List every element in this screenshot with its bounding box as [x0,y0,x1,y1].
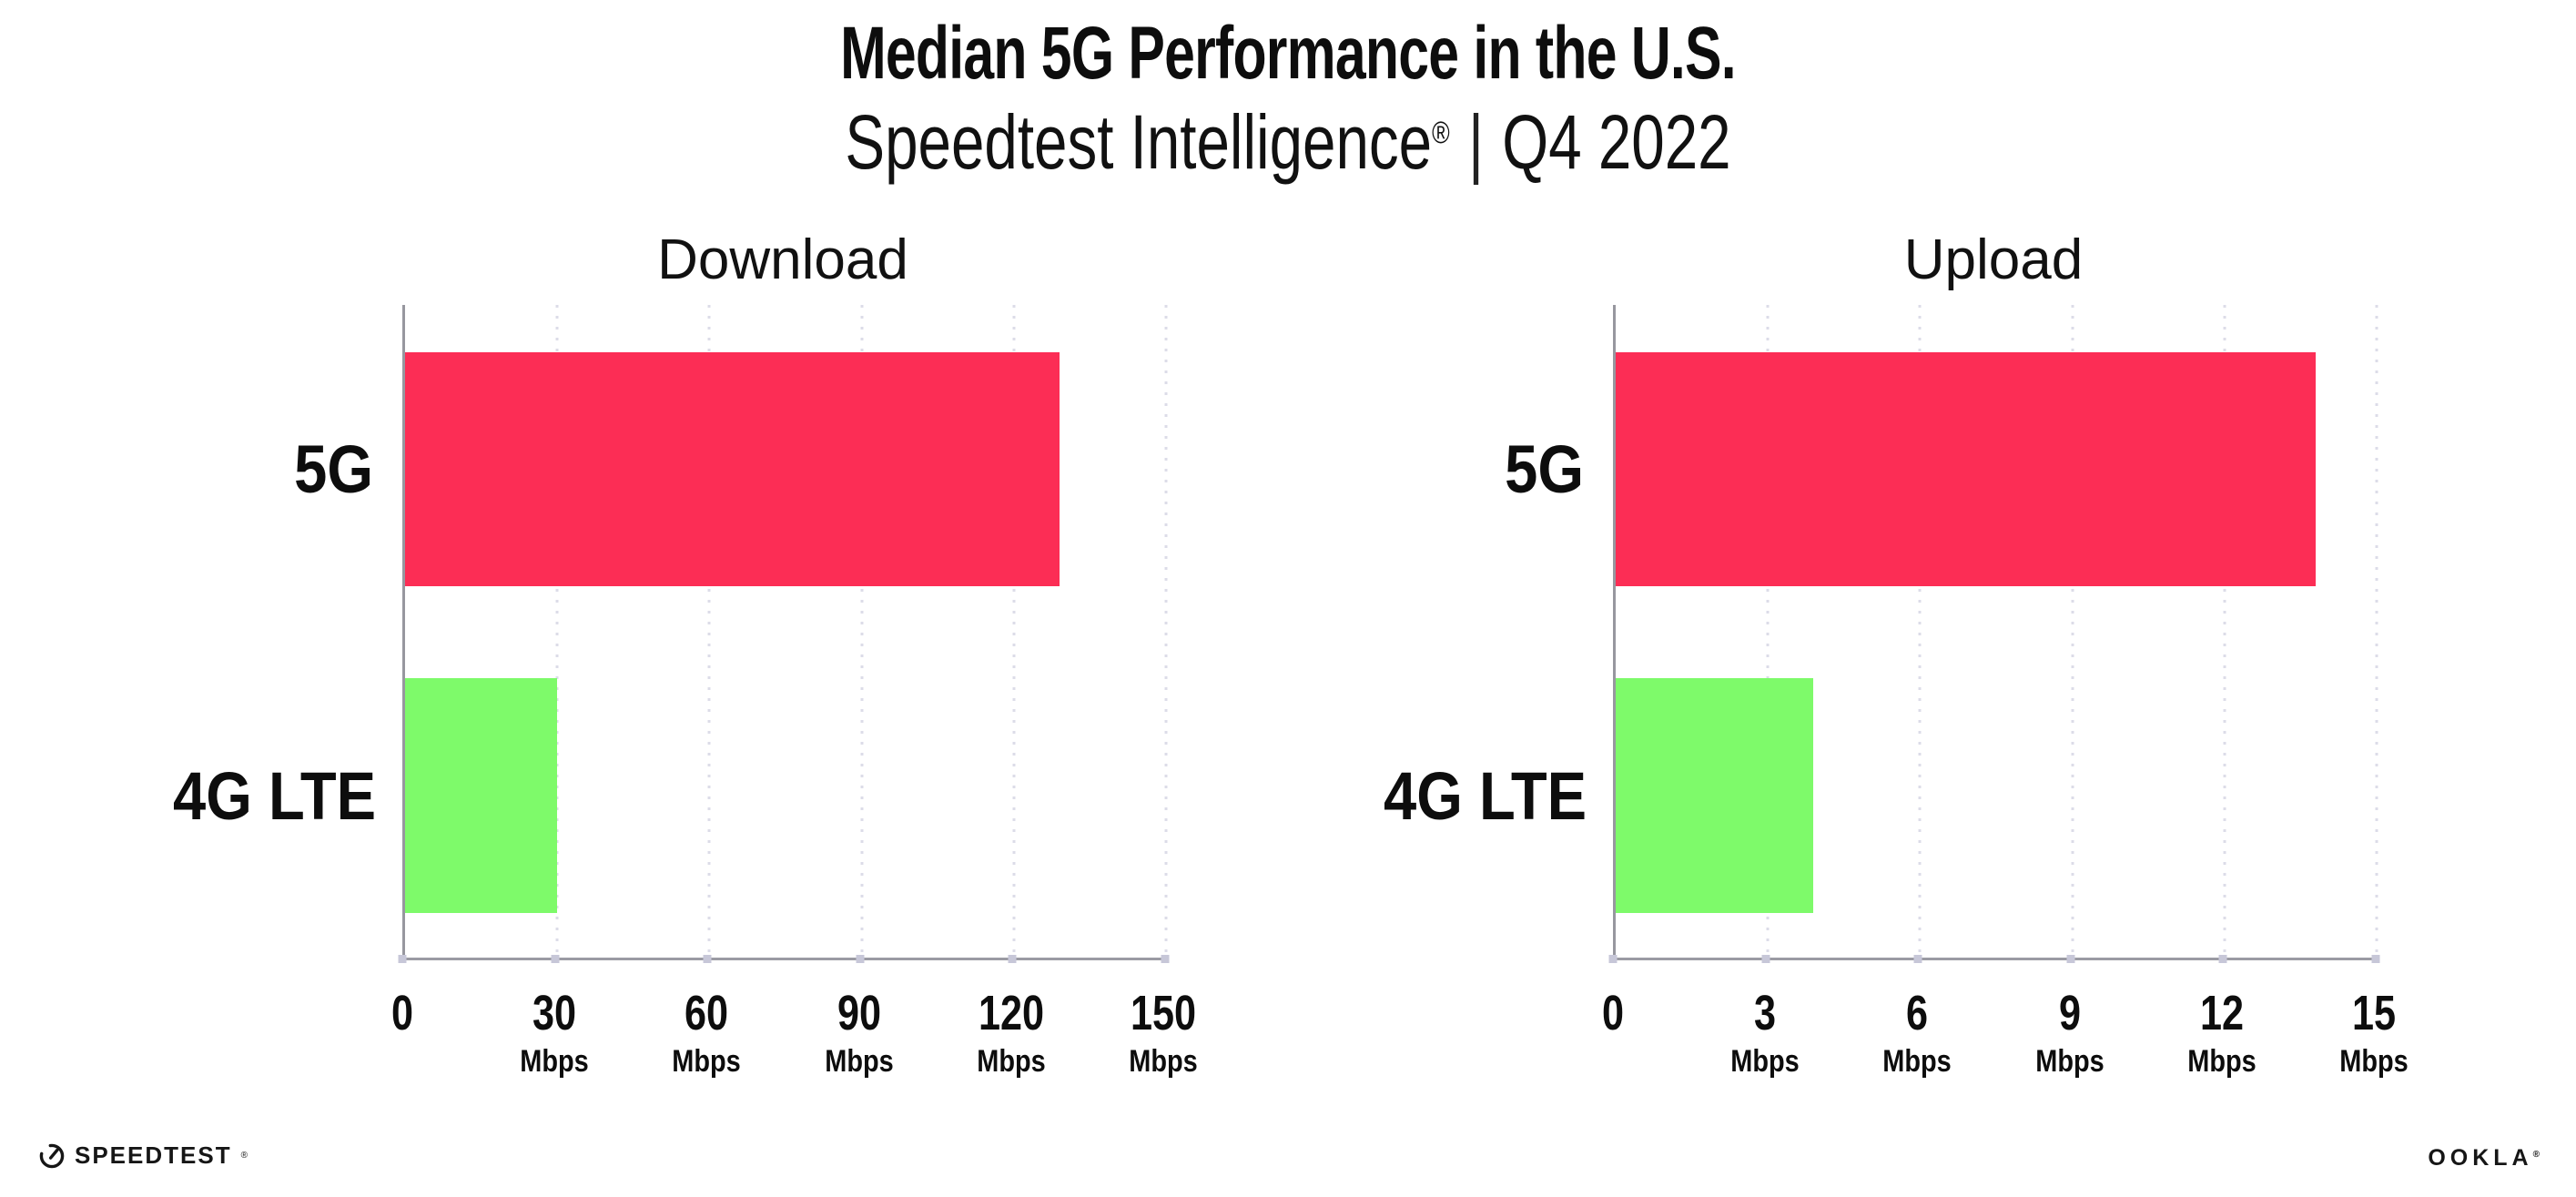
x-tick-label: 120 Mbps [970,987,1052,1080]
tick-unit: Mbps [2034,1044,2104,1079]
tick-mark [2218,955,2227,963]
tick-unit: Mbps [2339,1044,2409,1079]
speedtest-gauge-icon [38,1142,66,1170]
tick-value: 9 [2058,986,2081,1040]
gridline [1918,305,1922,959]
speedtest-wordmark: SPEEDTEST [75,1141,232,1169]
tick-value: 30 [532,986,577,1040]
upload-x-axis-line [1608,955,2380,963]
tick-mark [1008,955,1017,963]
gridline [1766,305,1770,959]
download-plot-area [402,305,1168,959]
tick-value: 6 [1906,986,1929,1040]
page-title: Median 5G Performance in the U.S. [840,12,1737,95]
upload-plot-area [1613,305,2378,959]
upload-x-axis-labels: 0 3 Mbps 6 Mbps 9 Mbps 12 Mbps 15 Mbps [1602,987,2409,1114]
tick-unit: Mbps [1730,1044,1800,1079]
tick-unit: Mbps [824,1044,894,1079]
speedtest-logo: SPEEDTEST ® [38,1141,248,1170]
tick-value: 15 [2351,986,2397,1040]
subtitle-period: Q4 2022 [1502,99,1731,185]
tick-mark [1161,955,1170,963]
x-tick-label: 0 [389,987,416,1040]
download-ylabel-5g: 5G [294,431,373,507]
x-tick-label: 150 Mbps [1122,987,1204,1080]
x-tick-label: 6 Mbps [1877,987,1958,1080]
download-bar-5g [405,351,1060,587]
tick-value: 150 [1130,986,1197,1040]
download-chart-title: Download [657,228,908,291]
gridline [555,305,559,959]
tick-mark [1913,955,1922,963]
gridline [860,305,864,959]
tick-mark [1608,955,1618,963]
gridline [1164,305,1168,959]
download-ylabel-4g-lte: 4G LTE [173,758,377,834]
tick-value: 0 [390,986,414,1040]
x-tick-label: 12 Mbps [2181,987,2262,1080]
registered-mark: ® [240,1151,248,1161]
x-tick-label: 15 Mbps [2334,987,2415,1080]
tick-mark [398,955,407,963]
tick-unit: Mbps [1129,1044,1198,1079]
upload-ylabel-5g: 5G [1505,431,1584,507]
tick-mark [2066,955,2075,963]
tick-value: 60 [685,986,729,1040]
tick-mark [551,955,560,963]
download-x-axis-line [398,955,1170,963]
tick-value: 90 [837,986,881,1040]
ookla-wordmark: OOKLA [2428,1145,2533,1171]
page-subtitle: Speedtest Intelligence® | Q4 2022 [283,98,2292,187]
download-bar-4g-lte [405,677,558,913]
subtitle-separator: | [1467,99,1484,185]
x-tick-label: 9 Mbps [2029,987,2110,1080]
tick-mark [1761,955,1770,963]
x-tick-label: 3 Mbps [1725,987,1806,1080]
x-tick-label: 90 Mbps [818,987,899,1080]
upload-bar-5g [1616,351,2317,587]
upload-chart-title: Upload [1903,228,2084,291]
tick-unit: Mbps [672,1044,742,1079]
tick-unit: Mbps [977,1044,1046,1079]
tick-value: 12 [2199,986,2244,1040]
gridline [2375,305,2378,959]
tick-value: 120 [978,986,1044,1040]
download-x-axis-labels: 0 30 Mbps 60 Mbps 90 Mbps 120 Mbps 150 Mbps [391,987,1198,1114]
x-tick-label: 60 Mbps [666,987,747,1080]
x-tick-label: 30 Mbps [514,987,595,1080]
ookla-logo: OOKLA® [2428,1145,2540,1172]
upload-bar-4g-lte [1616,677,1814,913]
gridline [2071,305,2074,959]
x-tick-label: 0 [1599,987,1627,1040]
gridline [2223,305,2226,959]
tick-mark [856,955,865,963]
tick-value: 3 [1754,986,1777,1040]
registered-mark: ® [2532,1150,2540,1160]
tick-unit: Mbps [2187,1044,2257,1079]
tick-value: 0 [1601,986,1625,1040]
tick-mark [703,955,712,963]
upload-ylabel-4g-lte: 4G LTE [1384,758,1587,834]
registered-mark: ® [1432,116,1450,150]
tick-unit: Mbps [1882,1044,1952,1079]
gridline [1012,305,1016,959]
gridline [707,305,711,959]
tick-mark [2371,955,2380,963]
tick-unit: Mbps [520,1044,589,1079]
subtitle-product: Speedtest Intelligence [845,99,1433,185]
